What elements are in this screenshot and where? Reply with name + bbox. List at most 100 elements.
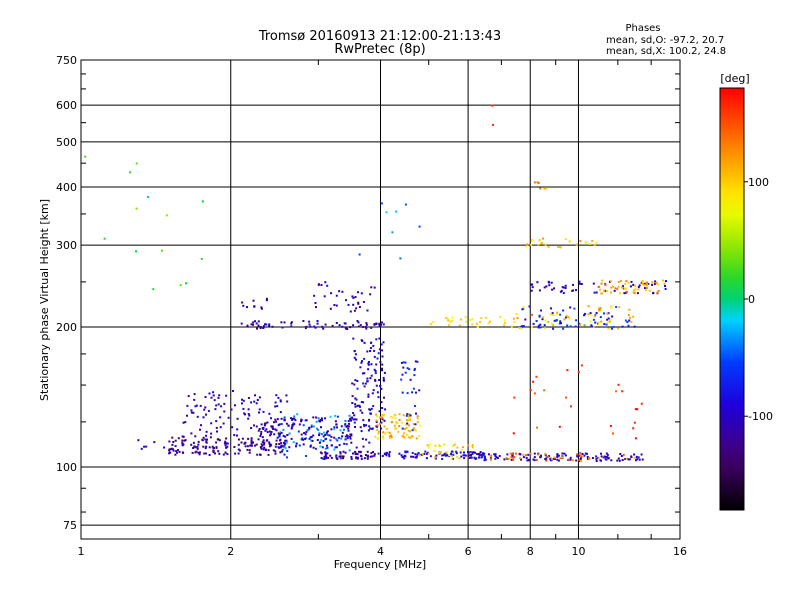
data-point [398,418,401,421]
data-point [334,420,337,423]
data-point [254,394,256,397]
data-point [285,441,288,444]
data-point [565,314,568,317]
data-point [192,447,195,449]
data-point [274,445,277,448]
data-point [510,325,513,328]
data-point [483,452,486,455]
data-point [268,323,271,326]
y-tick-label: 400 [56,181,77,194]
data-point [584,324,587,327]
data-point [450,455,453,458]
data-point [413,374,416,377]
data-point [575,459,578,462]
data-point [388,431,391,434]
data-point [456,456,459,458]
data-point [259,435,262,437]
data-point [421,453,424,456]
data-point [620,280,623,282]
data-point [366,380,369,383]
data-point [279,399,282,402]
data-point [610,305,613,308]
data-point [224,451,227,454]
data-point [260,430,263,433]
data-point [615,390,617,393]
data-point [479,451,482,454]
data-point [385,427,388,430]
data-point [503,324,505,327]
data-point [553,319,556,322]
data-point [215,441,218,444]
data-point [617,327,620,330]
data-point [594,314,597,317]
data-point [341,435,344,438]
data-point [590,325,593,328]
data-point [367,393,370,396]
data-point [581,453,584,455]
data-point [632,427,635,430]
data-point [472,451,475,454]
data-point [370,286,373,289]
data-point [204,447,207,450]
data-point [319,418,322,421]
data-point [353,418,356,421]
data-point [217,396,220,399]
data-point [640,402,643,405]
data-point [600,282,603,285]
data-point [529,452,532,455]
data-point [512,457,514,460]
data-point [552,327,555,330]
data-point [184,439,187,442]
data-point [414,360,417,363]
data-point [530,289,533,292]
data-point [367,429,370,432]
data-point [204,438,207,441]
data-point [579,324,582,326]
data-point [393,414,396,417]
data-point [297,430,300,433]
data-point [494,454,497,457]
data-point [338,324,341,327]
data-point [468,318,471,321]
data-point [620,455,623,457]
data-point [360,457,363,460]
data-point [352,296,355,299]
data-point [644,289,647,292]
data-point [327,456,330,459]
data-point [320,433,323,436]
data-point [226,442,229,445]
data-point [320,439,323,441]
data-point [310,425,313,428]
data-point [286,450,289,452]
data-point [556,311,559,314]
data-point [377,432,380,435]
data-point [543,187,546,190]
data-point [247,408,250,411]
data-point [253,424,255,427]
data-point [354,450,357,453]
data-point [636,292,639,295]
data-point [278,443,281,445]
data-point [271,325,274,328]
data-point [250,401,253,404]
data-point [171,443,174,446]
data-point [291,418,294,421]
data-point [171,436,174,439]
data-point [598,309,601,312]
data-point [335,455,338,458]
data-point [357,301,360,304]
data-point [587,305,590,308]
data-point [538,314,541,317]
data-point [445,317,448,319]
data-point [599,288,602,291]
data-point [363,357,366,360]
data-point [335,438,338,441]
data-point [537,453,540,456]
data-point [471,323,474,326]
data-point [555,319,558,322]
data-point [280,321,283,324]
data-point [409,436,411,439]
data-point [569,306,572,309]
data-point [383,396,385,399]
